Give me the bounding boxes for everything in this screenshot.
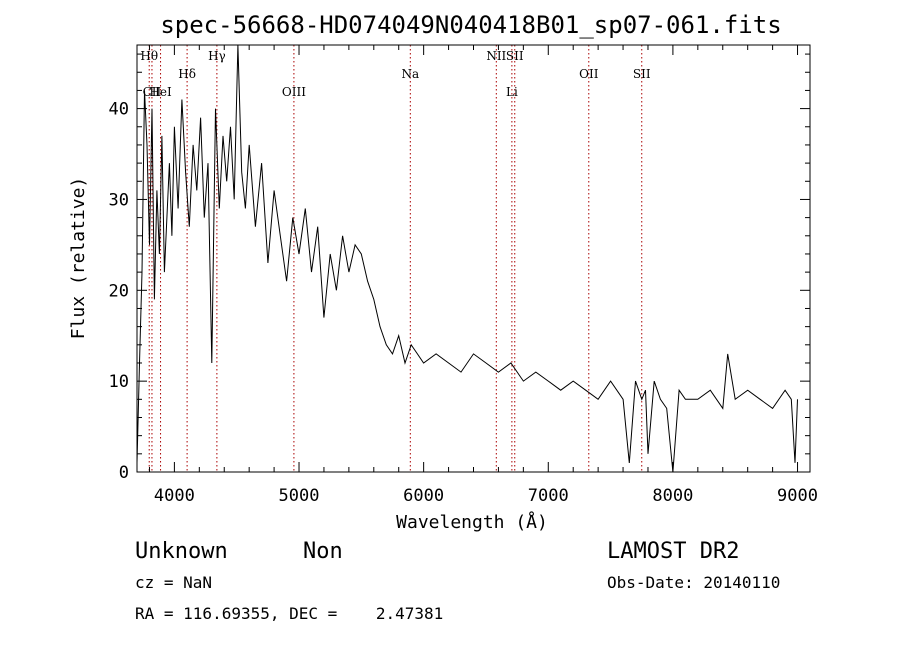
line-label-3: Hδ [178,67,196,81]
coordinates-text: RA = 116.69355, DEC = 2.47381 [135,604,443,623]
x-tick-label-2: 6000 [403,486,444,506]
spectrum-series [136,44,798,473]
line-label-6: Na [401,67,419,81]
plot-frame [136,44,811,473]
survey-name: LAMOST DR2 [607,539,739,564]
line-label-5: OIII [282,85,306,99]
line-label-8: Li [506,85,518,99]
line-label-1: CII [143,85,162,99]
x-tick-label-0: 4000 [154,486,195,506]
obs-date-text: Obs-Date: 20140110 [607,573,780,592]
line-label-0: Hθ [140,49,158,63]
y-tick-label-1: 10 [109,372,129,392]
x-tick-label-1: 5000 [279,486,320,506]
chart-title: spec-56668-HD074049N040418B01_sp07-061.f… [160,11,781,39]
x-tick-label-4: 8000 [652,486,693,506]
redshift-text: cz = NaN [135,573,212,592]
y-axis-ticks: 0 10 20 30 40 [109,53,810,483]
x-axis-label: Wavelength (Å) [396,511,548,533]
x-tick-label-5: 9000 [777,486,818,506]
line-label-11: SII [633,67,651,81]
line-label-2: HeI [149,85,172,99]
y-tick-label-3: 30 [109,190,129,210]
x-axis-ticks: 4000 5000 6000 7000 8000 9000 [148,45,818,506]
line-label-7: NII [486,49,506,63]
object-class: Non [303,539,343,564]
spectrum-line [136,44,798,473]
y-tick-label-2: 20 [109,281,129,301]
x-tick-label-3: 7000 [528,486,569,506]
object-name: Unknown [135,539,228,564]
y-tick-label-0: 0 [119,463,129,483]
y-axis-label: Flux (relative) [68,177,89,340]
line-label-9: SII [506,49,524,63]
line-label-10: OII [579,67,599,81]
spectral-line-markers [148,45,643,472]
y-tick-label-4: 40 [109,100,129,120]
line-label-4: Hγ [208,49,226,63]
